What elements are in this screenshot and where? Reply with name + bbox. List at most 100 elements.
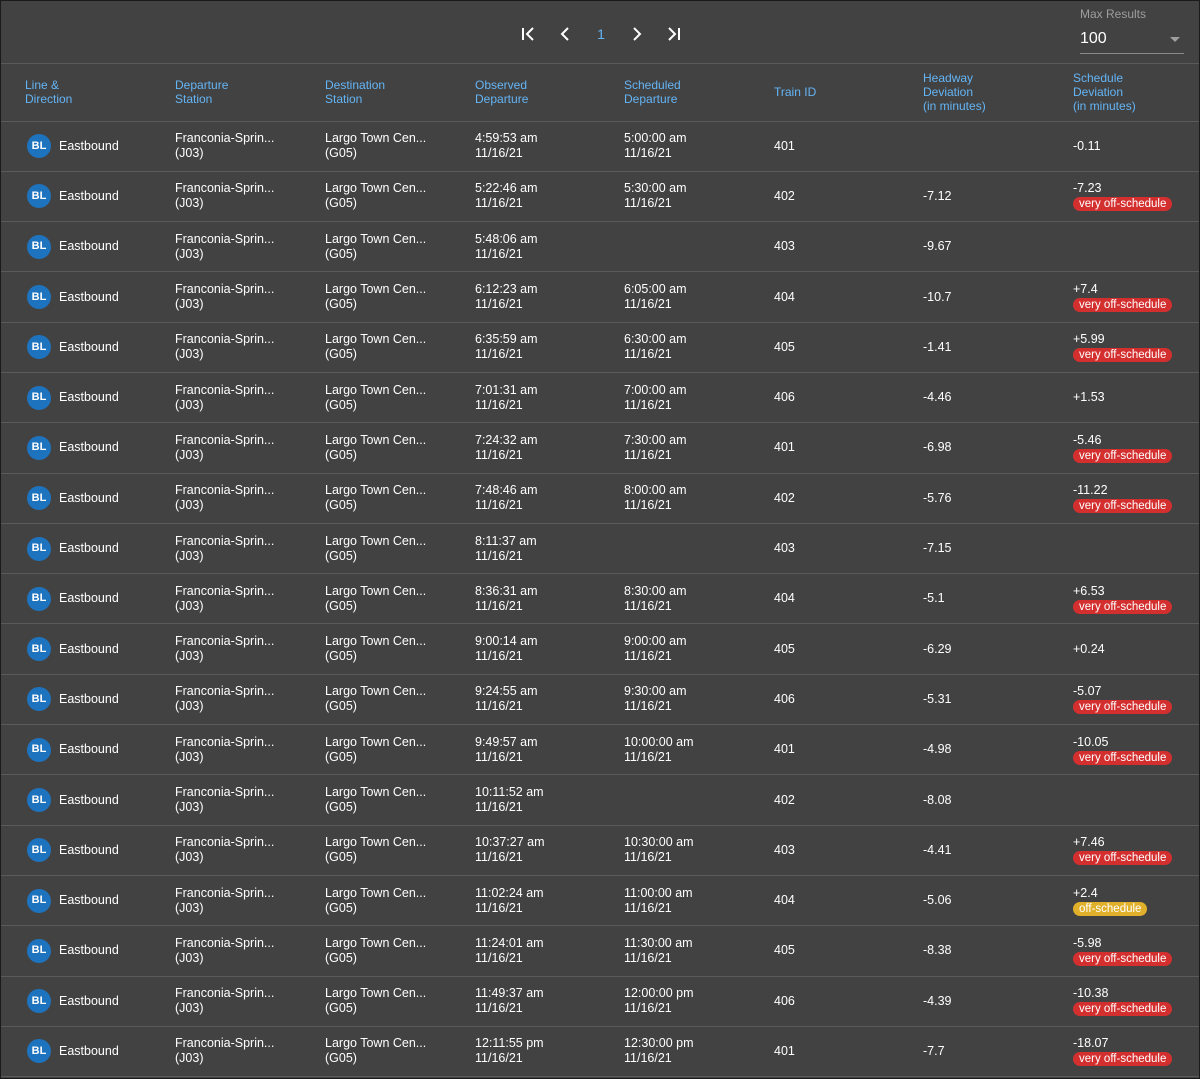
header-scheduled-departure[interactable]: Scheduled Departure (624, 63, 774, 122)
header-destination-station[interactable]: Destination Station (325, 63, 475, 122)
table-row[interactable]: BL Eastbound Franconia-Sprin... (J03) Largo … (1, 422, 1199, 474)
departure-station-cell-primary: Franconia-Sprin... (175, 533, 275, 548)
observed-departure-cell-primary: 11:49:37 am (475, 986, 544, 1001)
scheduled-departure-cell-secondary: 11/16/21 (624, 749, 672, 764)
line-direction-cell: BL Eastbound (1, 523, 175, 575)
scheduled-departure-cell (624, 774, 774, 826)
schedule-deviation-value: -5.46 (1073, 432, 1102, 447)
table-row[interactable]: BL Eastbound Franconia-Sprin... (J03) Largo … (1, 774, 1199, 826)
train-id-cell: 406 (774, 372, 923, 424)
destination-station-cell-secondary: (G05) (325, 699, 357, 714)
departure-station-cell: Franconia-Sprin... (J03) (175, 422, 325, 474)
header-line-direction[interactable]: Line & Direction (1, 63, 175, 122)
scheduled-departure-cell: 8:00:00 am 11/16/21 (624, 473, 774, 524)
table-row[interactable]: BL Eastbound Franconia-Sprin... (J03) Largo … (1, 724, 1199, 776)
header-departure-station[interactable]: Departure Station (175, 63, 325, 122)
destination-station-cell-primary: Largo Town Cen... (325, 282, 427, 297)
max-results-select[interactable]: 100 (1080, 27, 1184, 54)
schedule-deviation-cell (1073, 221, 1199, 273)
table-row[interactable]: BL Eastbound Franconia-Sprin... (J03) Largo … (1, 825, 1199, 876)
observed-departure-cell-secondary: 11/16/21 (475, 699, 523, 714)
train-id-cell: 405 (774, 322, 923, 373)
table-row[interactable]: BL Eastbound Franconia-Sprin... (J03) Largo … (1, 523, 1199, 575)
scheduled-departure-cell-secondary: 11/16/21 (624, 699, 672, 714)
scheduled-departure-cell-primary: 11:00:00 am (624, 885, 693, 900)
table-row[interactable]: BL Eastbound Franconia-Sprin... (J03) Largo … (1, 674, 1199, 726)
status-badge: very off-schedule (1073, 298, 1173, 313)
observed-departure-cell-primary: 11:02:24 am (475, 885, 544, 900)
scheduled-departure-cell-primary: 7:30:00 am (624, 432, 687, 447)
schedule-deviation-value: +1.53 (1073, 390, 1105, 405)
departure-station-cell-secondary: (J03) (175, 699, 204, 714)
departure-station-cell: Franconia-Sprin... (J03) (175, 674, 325, 726)
line-direction-cell: BL Eastbound (1, 221, 175, 273)
destination-station-cell-secondary: (G05) (325, 397, 357, 412)
schedule-deviation-value: -10.38 (1073, 986, 1109, 1001)
departure-station-cell: Franconia-Sprin... (J03) (175, 825, 325, 876)
scheduled-departure-cell-secondary: 11/16/21 (624, 1001, 672, 1016)
table-row[interactable]: BL Eastbound Franconia-Sprin... (J03) Largo … (1, 171, 1199, 223)
header-observed-departure[interactable]: Observed Departure (475, 63, 624, 122)
header-train-id[interactable]: Train ID (774, 63, 923, 122)
first-page-button[interactable] (511, 19, 547, 49)
next-page-button[interactable] (619, 19, 655, 49)
observed-departure-cell-primary: 7:24:32 am (475, 432, 538, 447)
table-row[interactable]: BL Eastbound Franconia-Sprin... (J03) Largo … (1, 875, 1199, 927)
destination-station-cell: Largo Town Cen... (G05) (325, 322, 475, 373)
scheduled-departure-cell-primary: 9:00:00 am (624, 634, 687, 649)
table-row[interactable]: BL Eastbound Franconia-Sprin... (J03) Largo … (1, 271, 1199, 323)
table-row[interactable]: BL Eastbound Franconia-Sprin... (J03) Largo … (1, 623, 1199, 675)
schedule-deviation-cell: +5.99 very off-schedule (1073, 322, 1199, 373)
header-headway-deviation[interactable]: Headway Deviation (in minutes) (923, 63, 1073, 122)
observed-departure-cell-secondary: 11/16/21 (475, 1001, 523, 1016)
schedule-deviation-value: -0.11 (1073, 138, 1101, 153)
header-schedule-deviation[interactable]: Schedule Deviation (in minutes) (1073, 63, 1199, 122)
table-row[interactable]: BL Eastbound Franconia-Sprin... (J03) Largo … (1, 976, 1199, 1027)
table-row[interactable]: BL Eastbound Franconia-Sprin... (J03) Largo … (1, 573, 1199, 625)
table-row[interactable]: BL Eastbound Franconia-Sprin... (J03) Largo … (1, 925, 1199, 977)
table-row[interactable]: BL Eastbound Franconia-Sprin... (J03) Largo … (1, 1026, 1199, 1078)
schedule-deviation-cell: -11.22 very off-schedule (1073, 473, 1199, 524)
table-row[interactable]: BL Eastbound Franconia-Sprin... (J03) Largo … (1, 221, 1199, 273)
train-id-cell: 406 (774, 976, 923, 1027)
scheduled-departure-cell-primary: 8:30:00 am (624, 583, 687, 598)
header-label: Line & Direction (25, 77, 73, 106)
scheduled-departure-cell-secondary: 11/16/21 (624, 1051, 672, 1066)
train-id-cell: 404 (774, 573, 923, 625)
scheduled-departure-cell-primary: 6:30:00 am (624, 332, 687, 347)
previous-page-button[interactable] (547, 19, 583, 49)
departure-station-cell-primary: Franconia-Sprin... (175, 382, 275, 397)
train-id-cell: 401 (774, 1026, 923, 1078)
direction-label: Eastbound (59, 943, 119, 958)
scheduled-departure-cell-secondary: 11/16/21 (624, 447, 672, 462)
current-page-number[interactable]: 1 (597, 26, 605, 42)
scheduled-departure-cell: 9:30:00 am 11/16/21 (624, 674, 774, 726)
table-row[interactable]: BL Eastbound Franconia-Sprin... (J03) Largo … (1, 121, 1199, 172)
table-row[interactable]: BL Eastbound Franconia-Sprin... (J03) Largo … (1, 473, 1199, 524)
observed-departure-cell: 5:22:46 am 11/16/21 (475, 171, 624, 223)
departure-station-cell: Franconia-Sprin... (J03) (175, 925, 325, 977)
departure-station-cell-secondary: (J03) (175, 749, 204, 764)
direction-label: Eastbound (59, 842, 119, 857)
scheduled-departure-cell-primary: 9:30:00 am (624, 684, 687, 699)
direction-label: Eastbound (59, 289, 119, 304)
headway-deviation-cell: -1.41 (923, 322, 1073, 373)
table-row[interactable]: BL Eastbound Franconia-Sprin... (J03) Largo … (1, 322, 1199, 373)
observed-departure-cell-primary: 6:12:23 am (475, 282, 538, 297)
table-row[interactable]: BL Eastbound Franconia-Sprin... (J03) Largo … (1, 372, 1199, 424)
departures-table: Line & Direction Departure Station Destina… (1, 63, 1199, 1078)
destination-station-cell-primary: Largo Town Cen... (325, 734, 427, 749)
chevron-right-icon (633, 27, 642, 41)
destination-station-cell: Largo Town Cen... (G05) (325, 875, 475, 927)
status-badge: very off-schedule (1073, 599, 1173, 614)
header-label: Departure Station (175, 77, 229, 106)
train-id-cell: 406 (774, 674, 923, 726)
line-badge: BL (27, 737, 51, 762)
observed-departure-cell: 11:49:37 am 11/16/21 (475, 976, 624, 1027)
line-direction-cell: BL Eastbound (1, 925, 175, 977)
line-direction-cell: BL Eastbound (1, 724, 175, 776)
line-badge: BL (27, 637, 51, 662)
line-direction-cell: BL Eastbound (1, 573, 175, 625)
last-page-button[interactable] (655, 19, 691, 49)
headway-deviation-cell: -7.15 (923, 523, 1073, 575)
